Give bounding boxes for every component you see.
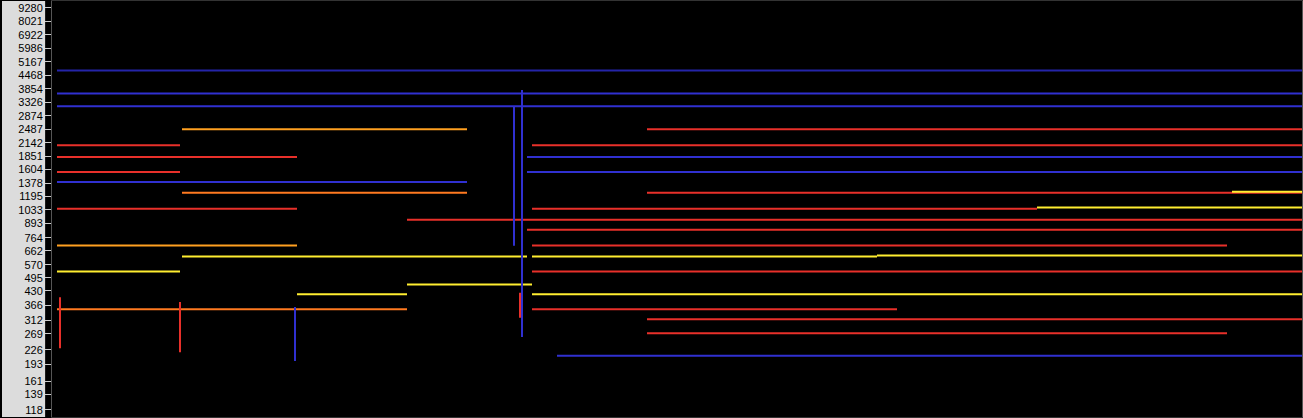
svg-text:3854: 3854 [18,83,42,95]
svg-text:161: 161 [24,375,42,387]
svg-text:6922: 6922 [18,29,42,41]
svg-text:495: 495 [24,272,42,284]
svg-text:430: 430 [24,285,42,297]
svg-text:764: 764 [24,232,42,244]
svg-text:4468: 4468 [18,69,42,81]
svg-text:2874: 2874 [18,110,42,122]
svg-text:1851: 1851 [18,150,42,162]
svg-text:893: 893 [24,217,42,229]
svg-text:1604: 1604 [18,163,42,175]
svg-text:269: 269 [24,328,42,340]
svg-text:1033: 1033 [18,204,42,216]
svg-text:366: 366 [24,299,42,311]
svg-text:1195: 1195 [19,190,43,202]
svg-text:8021: 8021 [18,15,42,27]
svg-text:312: 312 [24,314,42,326]
svg-text:3326: 3326 [18,96,42,108]
svg-text:2487: 2487 [18,123,42,135]
svg-text:2142: 2142 [18,137,42,149]
svg-text:226: 226 [24,344,42,356]
svg-text:1378: 1378 [18,177,42,189]
svg-text:5167: 5167 [18,56,42,68]
svg-text:5986: 5986 [18,42,42,54]
svg-text:570: 570 [24,259,42,271]
svg-text:139: 139 [24,388,42,400]
svg-text:9280: 9280 [18,2,42,14]
svg-text:662: 662 [24,245,42,257]
svg-text:118: 118 [25,404,43,416]
svg-text:193: 193 [24,358,42,370]
